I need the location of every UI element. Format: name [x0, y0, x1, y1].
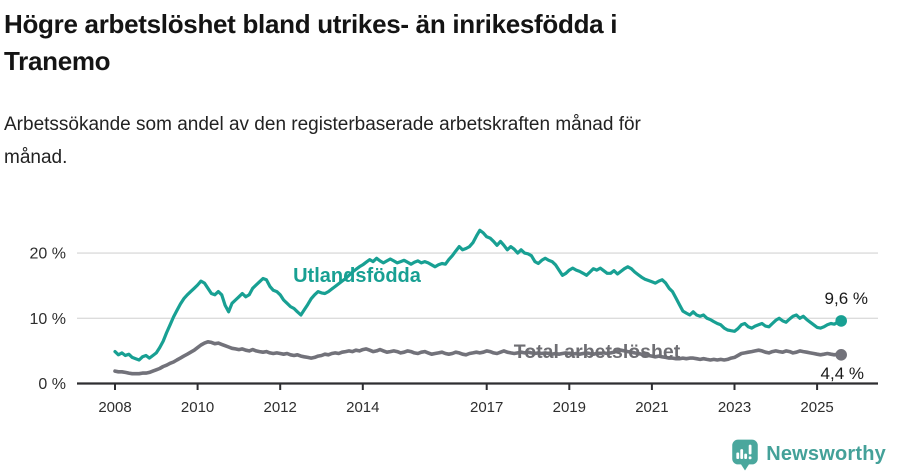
- x-tick-label: 2017: [470, 399, 503, 416]
- y-tick-label: 10 %: [30, 311, 66, 328]
- title-line-1: Högre arbetslöshet bland utrikes- än inr…: [4, 9, 618, 39]
- y-tick-label: 20 %: [30, 246, 66, 263]
- x-tick-label: 2008: [98, 399, 131, 416]
- x-tick-label: 2019: [553, 399, 586, 416]
- newsworthy-barchart-pin-icon: [732, 439, 758, 471]
- subtitle-line-1: Arbetssökande som andel av den registerb…: [4, 114, 641, 135]
- x-tick-label: 2012: [264, 399, 297, 416]
- x-tick-label: 2025: [800, 399, 833, 416]
- newsworthy-logo: Newsworthy: [731, 437, 886, 471]
- total-arbetsloshet-series-label: Total arbetslöshet: [514, 341, 681, 363]
- subtitle-line-2: månad.: [4, 147, 68, 168]
- x-tick-label: 2021: [635, 399, 668, 416]
- newsworthy-wordmark: Newsworthy: [766, 442, 886, 465]
- x-tick-label: 2010: [181, 399, 214, 416]
- utlandsfodda-end-value-label: 9,6 %: [825, 289, 868, 308]
- utlandsfodda-end-dot: [835, 315, 847, 327]
- x-tick-label: 2014: [346, 399, 379, 416]
- page-title: Högre arbetslöshet bland utrikes- än inr…: [0, 6, 900, 80]
- total-arbetsloshet-end-dot: [835, 349, 847, 361]
- total-arbetsloshet-end-value-label: 4,4 %: [821, 364, 864, 383]
- total-arbetsloshet-line: [113, 339, 844, 376]
- utlandsfodda-line: [113, 228, 843, 362]
- chart-subtitle: Arbetssökande som andel av den registerb…: [0, 108, 900, 174]
- x-tick-label: 2023: [718, 399, 751, 416]
- line-chart: 0 % 10 % 20 % 2008 2010 2012 2014 2017 2019 2021 2…: [30, 228, 878, 416]
- y-tick-label: 0 %: [38, 376, 66, 393]
- title-line-2: Tranemo: [4, 46, 111, 76]
- utlandsfodda-series-label: Utlandsfödda: [293, 265, 422, 287]
